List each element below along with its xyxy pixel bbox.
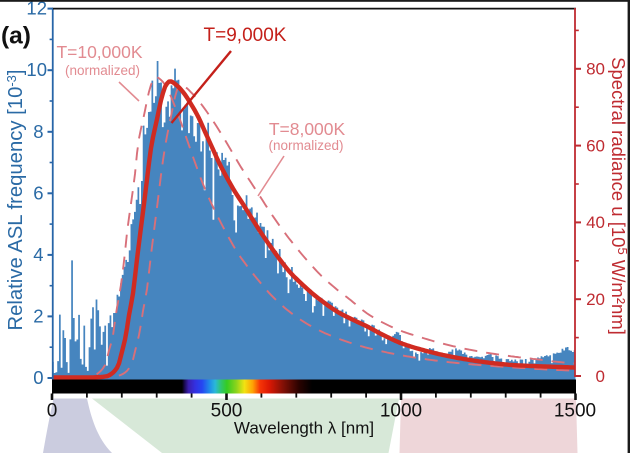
svg-text:8: 8 [33,121,43,142]
svg-text:(normalized): (normalized) [268,138,343,153]
svg-text:80: 80 [586,60,605,79]
svg-text:6: 6 [33,182,43,203]
svg-text:T=10,000K: T=10,000K [56,42,142,62]
svg-text:10: 10 [26,59,47,80]
svg-text:2: 2 [33,305,43,326]
svg-text:40: 40 [586,213,605,232]
svg-text:12: 12 [26,0,47,19]
svg-text:1500: 1500 [554,401,596,422]
svg-text:T=9,000K: T=9,000K [204,25,287,46]
svg-text:60: 60 [586,136,605,155]
svg-text:500: 500 [211,401,243,422]
svg-text:Wavelength λ [nm]: Wavelength λ [nm] [234,419,374,438]
svg-text:0: 0 [33,367,43,388]
svg-text:T=8,000K: T=8,000K [269,119,346,139]
svg-text:20: 20 [586,290,605,309]
svg-text:(normalized): (normalized) [65,63,140,78]
svg-text:1000: 1000 [380,401,422,422]
svg-text:4: 4 [33,244,43,265]
svg-text:Spectral radiance u [105 W/m²n: Spectral radiance u [105 W/m²nm] [608,57,630,335]
svg-text:0: 0 [596,367,605,386]
svg-text:0: 0 [47,401,58,422]
svg-text:Relative ASL frequency [10-3]: Relative ASL frequency [10-3] [4,69,27,330]
svg-text:(a): (a) [1,23,31,50]
